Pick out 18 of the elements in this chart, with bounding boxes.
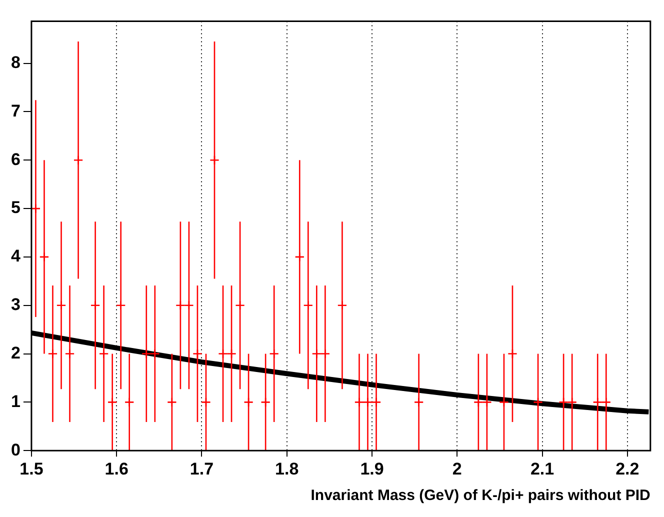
x-tick-label: 1.7 (190, 459, 214, 478)
x-tick-label: 2.1 (530, 459, 554, 478)
x-tick-label: 2 (452, 459, 462, 478)
y-tick-label: 0 (10, 440, 20, 460)
y-tick-label: 3 (10, 295, 20, 314)
y-tick-label: 5 (10, 198, 20, 218)
y-tick-label: 2 (10, 343, 20, 362)
x-tick-label: 1.6 (104, 459, 128, 478)
x-tick-label: 1.9 (360, 459, 384, 478)
x-tick-label: 2.2 (616, 459, 640, 478)
y-tick-label: 1 (10, 392, 20, 411)
x-axis-title: Invariant Mass (GeV) of K-/pi+ pairs without PID (310, 487, 651, 504)
y-tick-label: 6 (10, 150, 20, 169)
x-tick-label: 1.5 (20, 459, 44, 478)
y-tick-label: 4 (10, 246, 21, 266)
y-tick-label: 8 (10, 53, 20, 72)
y-tick-label: 7 (10, 101, 20, 120)
x-tick-label: 1.8 (275, 459, 299, 478)
